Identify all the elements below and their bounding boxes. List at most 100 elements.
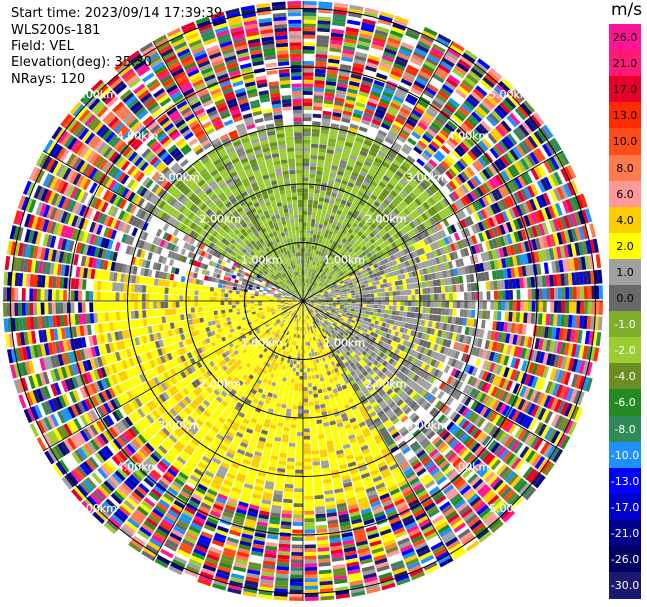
- velocity-gate: [415, 102, 427, 112]
- velocity-gate: [382, 331, 388, 338]
- velocity-gate: [321, 336, 326, 341]
- velocity-gate: [364, 243, 370, 249]
- velocity-gate: [404, 396, 412, 404]
- velocity-gate: [310, 298, 315, 300]
- velocity-gate: [493, 202, 502, 213]
- velocity-gate: [327, 260, 332, 265]
- velocity-gate: [346, 373, 353, 379]
- velocity-gate: [349, 234, 355, 240]
- velocity-gate: [380, 58, 393, 66]
- velocity-gate: [362, 297, 367, 301]
- velocity-gate: [446, 155, 456, 165]
- velocity-gate: [372, 160, 381, 168]
- velocity-gate: [479, 79, 493, 91]
- velocity-gate: [531, 350, 538, 362]
- velocity-gate: [538, 365, 546, 378]
- velocity-gate: [330, 168, 338, 175]
- velocity-gate: [397, 213, 405, 221]
- velocity-gate: [349, 322, 355, 327]
- velocity-gate: [380, 122, 391, 131]
- velocity-gate: [306, 278, 309, 283]
- velocity-gate: [347, 210, 354, 217]
- velocity-gate: [406, 266, 412, 273]
- velocity-gate: [303, 72, 314, 77]
- velocity-gate: [395, 409, 404, 417]
- velocity-gate: [313, 483, 323, 489]
- velocity-gate: [415, 124, 426, 134]
- velocity-gate: [511, 409, 521, 422]
- velocity-gate: [474, 223, 482, 233]
- velocity-gate: [553, 188, 562, 202]
- velocity-gate: [520, 430, 531, 443]
- velocity-gate: [425, 461, 436, 471]
- velocity-gate: [492, 499, 505, 512]
- velocity-gate: [364, 213, 371, 219]
- velocity-gate: [406, 119, 417, 128]
- velocity-gate: [304, 289, 306, 294]
- velocity-gate: [351, 326, 357, 331]
- velocity-gate: [343, 348, 349, 354]
- velocity-gate: [326, 274, 331, 279]
- velocity-gate: [362, 301, 367, 304]
- velocity-gate: [403, 368, 410, 376]
- velocity-gate: [413, 508, 425, 518]
- velocity-gate: [337, 276, 342, 281]
- velocity-gate: [350, 290, 355, 294]
- velocity-gate: [418, 215, 426, 223]
- velocity-gate: [328, 134, 338, 140]
- velocity-gate: [387, 411, 396, 419]
- velocity-gate: [308, 397, 314, 403]
- velocity-gate: [394, 15, 409, 24]
- velocity-gate: [399, 482, 410, 491]
- velocity-gate: [412, 50, 426, 60]
- velocity-gate: [469, 318, 475, 327]
- velocity-gate: [429, 314, 434, 321]
- velocity-gate: [312, 211, 317, 216]
- velocity-gate: [439, 175, 448, 185]
- velocity-gate: [311, 313, 315, 317]
- velocity-gate: [318, 271, 322, 276]
- velocity-gate: [488, 425, 498, 437]
- velocity-gate: [401, 41, 415, 51]
- velocity-gate: [420, 473, 431, 483]
- velocity-gate: [578, 226, 586, 240]
- velocity-gate: [306, 299, 311, 301]
- velocity-gate: [388, 381, 395, 388]
- velocity-gate: [401, 103, 413, 112]
- velocity-gate: [449, 454, 460, 465]
- velocity-gate: [316, 318, 320, 323]
- velocity-gate: [507, 394, 516, 406]
- velocity-gate: [308, 390, 313, 395]
- velocity-gate: [340, 183, 347, 189]
- velocity-gate: [471, 442, 481, 453]
- velocity-gate: [560, 370, 568, 384]
- velocity-gate: [325, 338, 330, 344]
- velocity-gate: [312, 234, 317, 239]
- velocity-gate: [429, 234, 437, 243]
- velocity-gate: [310, 299, 315, 301]
- velocity-gate: [362, 260, 368, 265]
- velocity-gate: [330, 352, 335, 358]
- velocity-gate: [295, 349, 298, 354]
- velocity-gate: [420, 521, 433, 531]
- velocity-gate: [317, 20, 331, 25]
- velocity-gate: [359, 262, 365, 267]
- velocity-gate: [373, 304, 378, 309]
- velocity-gate: [304, 480, 313, 485]
- velocity-gate: [304, 581, 318, 586]
- velocity-gate: [373, 347, 379, 354]
- velocity-gate: [311, 245, 315, 250]
- velocity-gate: [357, 40, 371, 48]
- velocity-gate: [379, 164, 388, 172]
- velocity-gate: [283, 423, 291, 428]
- velocity-gate: [510, 457, 522, 470]
- velocity-gate: [322, 236, 327, 242]
- velocity-gate: [382, 51, 396, 59]
- velocity-gate: [299, 383, 303, 388]
- velocity-gate: [501, 433, 511, 446]
- velocity-gate: [333, 270, 338, 275]
- velocity-gate: [372, 285, 378, 290]
- velocity-gate: [481, 349, 488, 359]
- velocity-gate: [317, 385, 322, 390]
- velocity-gate: [337, 333, 343, 338]
